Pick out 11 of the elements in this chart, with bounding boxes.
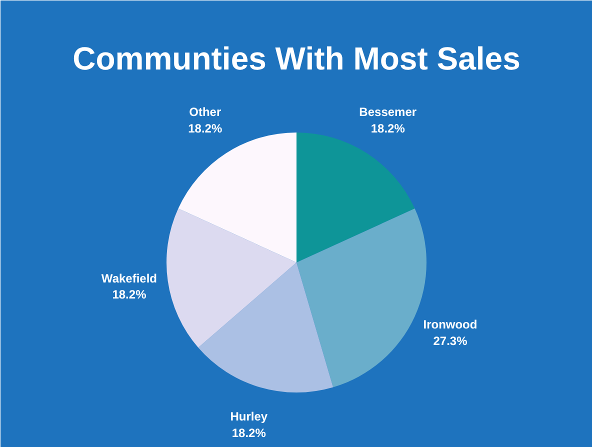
- data-label: 18.2%: [370, 121, 406, 136]
- chart-title: Communties With Most Sales: [72, 40, 520, 76]
- data-label: 18.2%: [188, 121, 222, 136]
- data-label: 18.2%: [112, 288, 147, 302]
- data-label: 18.2%: [232, 426, 266, 440]
- slice-label: Bessemer: [359, 105, 417, 120]
- slice-label: Other: [189, 105, 222, 120]
- slice-label: Ironwood: [423, 318, 478, 332]
- data-label: 27.3%: [433, 334, 468, 348]
- slice-label: Wakefield: [101, 271, 158, 286]
- slice-label: Hurley: [230, 410, 268, 424]
